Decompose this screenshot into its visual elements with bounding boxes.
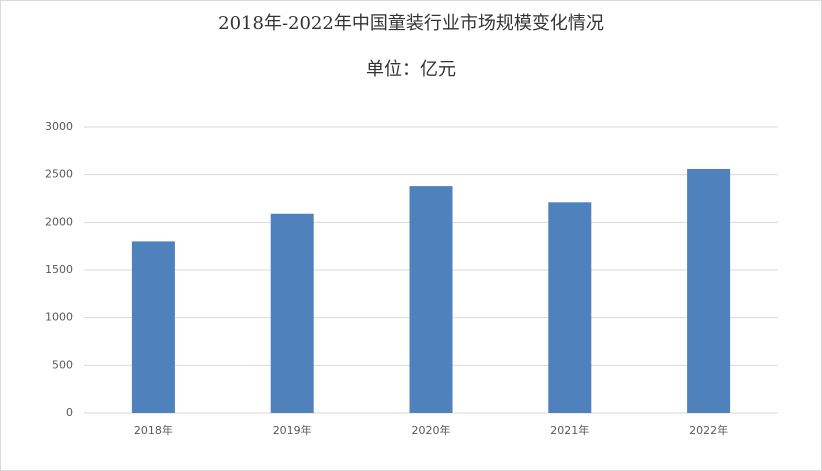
y-tick-label: 2500	[45, 168, 73, 181]
y-tick-label: 1500	[45, 263, 73, 276]
bar	[548, 202, 592, 413]
y-tick-label: 3000	[45, 120, 73, 133]
x-tick-label: 2021年	[550, 423, 589, 437]
y-tick-label: 1000	[45, 311, 73, 324]
bar	[270, 213, 314, 413]
x-tick-label: 2019年	[273, 423, 312, 437]
chart-title: 2018年-2022年中国童装行业市场规模变化情况	[218, 13, 604, 34]
x-tick-label: 2020年	[412, 423, 451, 437]
bar	[687, 168, 731, 413]
x-tick-label: 2018年	[134, 423, 173, 437]
y-tick-label: 500	[52, 358, 73, 371]
bar	[131, 241, 175, 413]
chart-subtitle: 单位：亿元	[366, 59, 456, 80]
y-tick-label: 0	[66, 406, 73, 419]
y-tick-label: 2000	[45, 215, 73, 228]
x-tick-label: 2022年	[689, 423, 728, 437]
bar	[409, 186, 453, 413]
